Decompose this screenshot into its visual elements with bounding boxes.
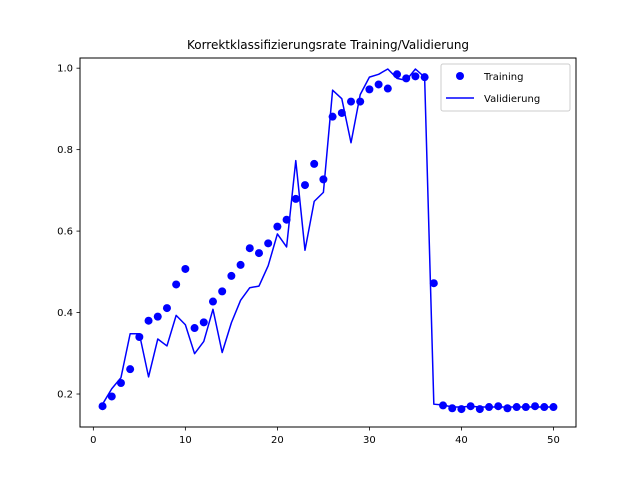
training-point xyxy=(485,403,494,412)
training-point xyxy=(356,97,365,106)
legend-validierung-label: Validierung xyxy=(484,94,540,105)
y-tick-label: 0.4 xyxy=(57,308,73,319)
training-point xyxy=(420,73,429,82)
x-tick-label: 40 xyxy=(455,435,468,446)
training-point xyxy=(181,264,190,273)
training-point xyxy=(402,74,411,83)
x-axis-ticks: 0 10 20 30 40 50 xyxy=(90,427,560,446)
chart-title: Korrektklassifizierungsrate Training/Val… xyxy=(187,38,469,52)
x-tick-label: 30 xyxy=(363,435,376,446)
training-point xyxy=(190,324,199,333)
training-point xyxy=(374,80,383,89)
training-point xyxy=(448,404,457,413)
training-point xyxy=(411,72,420,81)
training-point xyxy=(273,222,282,231)
training-point xyxy=(98,402,107,411)
legend-box xyxy=(440,63,571,112)
training-point xyxy=(300,181,309,190)
training-point xyxy=(208,297,217,306)
y-tick-label: 1.0 xyxy=(57,64,73,75)
training-point xyxy=(126,365,135,374)
training-point xyxy=(107,392,116,401)
training-point xyxy=(365,85,374,94)
training-point xyxy=(291,194,300,203)
training-point xyxy=(531,402,540,411)
x-tick-label: 20 xyxy=(271,435,284,446)
x-tick-label: 10 xyxy=(179,435,192,446)
x-tick-label: 0 xyxy=(90,435,96,446)
training-point xyxy=(475,405,484,414)
plot-area xyxy=(98,68,558,414)
training-point xyxy=(347,97,356,106)
y-tick-label: 0.2 xyxy=(57,390,73,401)
training-point xyxy=(245,244,254,253)
legend: Training Validierung xyxy=(440,63,571,112)
training-point xyxy=(218,287,227,296)
training-point xyxy=(153,312,162,321)
training-point xyxy=(319,175,328,184)
y-axis-ticks: 0.2 0.4 0.6 0.8 1.0 xyxy=(57,64,80,401)
training-point xyxy=(521,403,530,412)
training-point xyxy=(549,403,558,412)
training-point xyxy=(310,159,319,168)
axes-frame xyxy=(79,57,577,428)
training-point xyxy=(254,249,263,258)
training-point xyxy=(116,379,125,388)
training-point xyxy=(236,260,245,269)
training-point xyxy=(135,332,144,341)
training-point xyxy=(503,404,512,413)
training-point xyxy=(457,405,466,414)
y-tick-label: 0.8 xyxy=(57,145,73,156)
training-point xyxy=(199,318,208,327)
training-point xyxy=(162,304,171,313)
training-point xyxy=(227,271,236,280)
training-point xyxy=(439,401,448,410)
training-point xyxy=(540,403,549,412)
legend-training-label: Training xyxy=(483,72,523,83)
training-point xyxy=(337,108,346,117)
training-point xyxy=(494,402,503,411)
y-tick-label: 0.6 xyxy=(57,227,73,238)
legend-training-marker xyxy=(456,72,464,80)
training-point xyxy=(264,239,273,248)
x-tick-label: 50 xyxy=(547,435,560,446)
training-point xyxy=(172,280,181,289)
training-point xyxy=(466,402,475,411)
training-point xyxy=(328,112,337,121)
training-point xyxy=(383,84,392,93)
training-point xyxy=(512,403,521,412)
training-point xyxy=(144,316,153,325)
training-point xyxy=(429,279,438,288)
training-point xyxy=(393,70,402,79)
training-point xyxy=(282,215,291,224)
